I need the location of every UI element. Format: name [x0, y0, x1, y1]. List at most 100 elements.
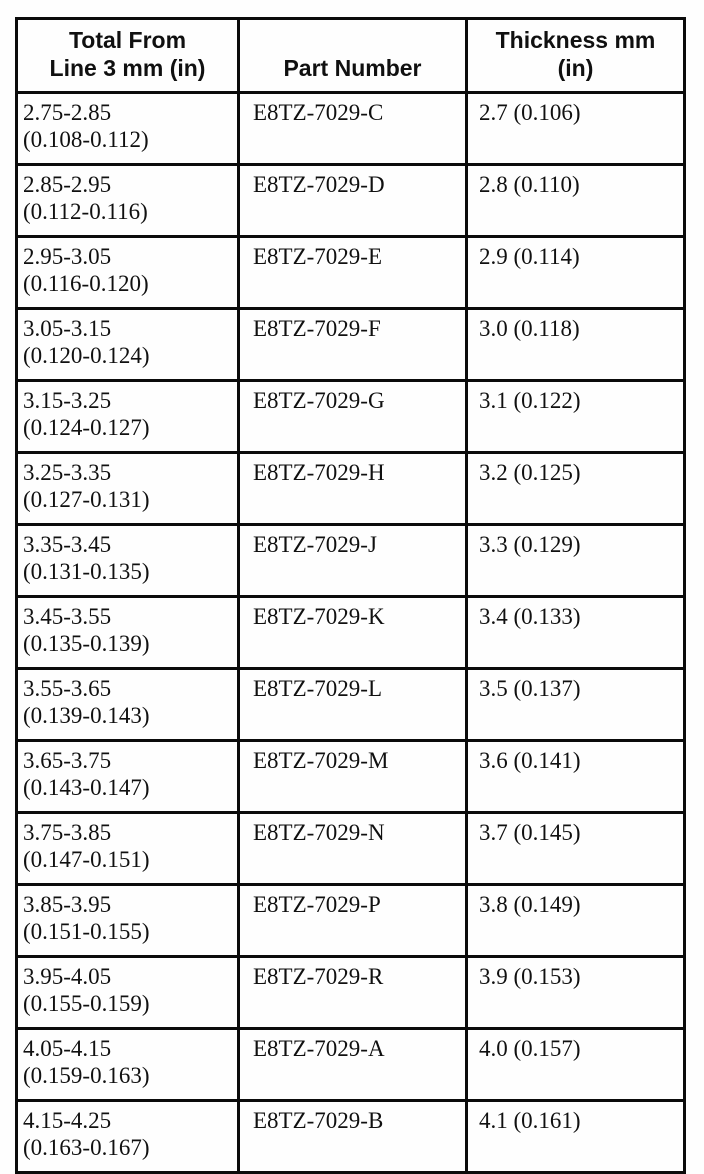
column-header-3: Thickness mm (in)	[465, 17, 686, 94]
range-in: (0.108-0.112)	[23, 127, 149, 152]
total-from-line3-cell: 4.05-4.15 (0.159-0.163)	[15, 1027, 240, 1102]
total-from-line3-cell: 4.15-4.25 (0.163-0.167)	[15, 1099, 240, 1174]
range-mm: 3.05-3.15	[23, 316, 112, 341]
column-header-1: Total From Line 3 mm (in)	[15, 17, 240, 94]
total-from-line3-cell: 3.45-3.55 (0.135-0.139)	[15, 595, 240, 670]
column-header-line: Thickness mm	[495, 27, 656, 53]
thickness-cell: 3.2 (0.125)	[465, 451, 686, 526]
range-in: (0.139-0.143)	[23, 703, 150, 728]
part-number-cell: E8TZ-7029-A	[237, 1027, 468, 1102]
thickness-cell: 3.5 (0.137)	[465, 667, 686, 742]
column-header-2: Part Number	[237, 17, 468, 94]
part-number-cell: E8TZ-7029-P	[237, 883, 468, 958]
thickness-cell: 2.8 (0.110)	[465, 163, 686, 238]
total-from-line3-cell: 2.95-3.05 (0.116-0.120)	[15, 235, 240, 310]
range-mm: 3.15-3.25	[23, 388, 112, 413]
range-mm: 3.85-3.95	[23, 892, 112, 917]
table-row: 3.65-3.75 (0.143-0.147) E8TZ-7029-M 3.6 (0.…	[15, 739, 686, 814]
range-in: (0.116-0.120)	[23, 271, 149, 296]
column-header-line: Line 3 mm (in)	[49, 55, 206, 81]
range-in: (0.159-0.163)	[23, 1063, 150, 1088]
range-in: (0.127-0.131)	[23, 487, 150, 512]
thickness-spec-table: Total From Line 3 mm (in) Part Number Thick…	[15, 17, 686, 1174]
total-from-line3-cell: 3.95-4.05 (0.155-0.159)	[15, 955, 240, 1030]
table-row: 4.05-4.15 (0.159-0.163) E8TZ-7029-A 4.0 (0.…	[15, 1027, 686, 1102]
range-in: (0.135-0.139)	[23, 631, 150, 656]
total-from-line3-cell: 3.05-3.15 (0.120-0.124)	[15, 307, 240, 382]
table-row: 3.95-4.05 (0.155-0.159) E8TZ-7029-R 3.9 (0.…	[15, 955, 686, 1030]
range-mm: 3.45-3.55	[23, 604, 112, 629]
part-number-cell: E8TZ-7029-D	[237, 163, 468, 238]
table-row: 3.75-3.85 (0.147-0.151) E8TZ-7029-N 3.7 (0.…	[15, 811, 686, 886]
part-number-cell: E8TZ-7029-M	[237, 739, 468, 814]
part-number-cell: E8TZ-7029-L	[237, 667, 468, 742]
range-mm: 3.55-3.65	[23, 676, 112, 701]
part-number-cell: E8TZ-7029-F	[237, 307, 468, 382]
table-row: 3.85-3.95 (0.151-0.155) E8TZ-7029-P 3.8 (0.…	[15, 883, 686, 958]
thickness-cell: 3.0 (0.118)	[465, 307, 686, 382]
range-mm: 3.95-4.05	[23, 964, 112, 989]
range-mm: 2.95-3.05	[23, 244, 112, 269]
thickness-cell: 3.1 (0.122)	[465, 379, 686, 454]
table-row: 3.45-3.55 (0.135-0.139) E8TZ-7029-K 3.4 (0.…	[15, 595, 686, 670]
range-mm: 4.05-4.15	[23, 1036, 112, 1061]
part-number-cell: E8TZ-7029-N	[237, 811, 468, 886]
thickness-cell: 3.6 (0.141)	[465, 739, 686, 814]
part-number-cell: E8TZ-7029-C	[237, 91, 468, 166]
column-header-line: Total From	[68, 27, 187, 53]
range-in: (0.124-0.127)	[23, 415, 150, 440]
range-in: (0.151-0.155)	[23, 919, 150, 944]
table-row: 3.15-3.25 (0.124-0.127) E8TZ-7029-G 3.1 (0.…	[15, 379, 686, 454]
table-row: 2.95-3.05 (0.116-0.120) E8TZ-7029-E 2.9 (0.…	[15, 235, 686, 310]
table-row: 2.75-2.85 (0.108-0.112) E8TZ-7029-C 2.7 (0.…	[15, 91, 686, 166]
thickness-cell: 4.0 (0.157)	[465, 1027, 686, 1102]
part-number-cell: E8TZ-7029-J	[237, 523, 468, 598]
part-number-cell: E8TZ-7029-K	[237, 595, 468, 670]
range-mm: 4.15-4.25	[23, 1108, 112, 1133]
part-number-cell: E8TZ-7029-E	[237, 235, 468, 310]
total-from-line3-cell: 3.25-3.35 (0.127-0.131)	[15, 451, 240, 526]
range-in: (0.163-0.167)	[23, 1135, 150, 1160]
range-mm: 3.35-3.45	[23, 532, 112, 557]
thickness-cell: 3.4 (0.133)	[465, 595, 686, 670]
column-header-line: (in)	[557, 55, 594, 81]
thickness-cell: 2.7 (0.106)	[465, 91, 686, 166]
range-mm: 2.85-2.95	[23, 172, 112, 197]
thickness-cell: 3.8 (0.149)	[465, 883, 686, 958]
range-in: (0.112-0.116)	[23, 199, 148, 224]
table-row: 3.25-3.35 (0.127-0.131) E8TZ-7029-H 3.2 (0.…	[15, 451, 686, 526]
thickness-cell: 3.9 (0.153)	[465, 955, 686, 1030]
range-in: (0.143-0.147)	[23, 775, 150, 800]
range-in: (0.120-0.124)	[23, 343, 150, 368]
table-header-row: Total From Line 3 mm (in) Part Number Thick…	[15, 17, 686, 94]
table-row: 3.55-3.65 (0.139-0.143) E8TZ-7029-L 3.5 (0.…	[15, 667, 686, 742]
range-in: (0.131-0.135)	[23, 559, 150, 584]
thickness-cell: 3.7 (0.145)	[465, 811, 686, 886]
range-mm: 2.75-2.85	[23, 100, 112, 125]
table-row: 4.15-4.25 (0.163-0.167) E8TZ-7029-B 4.1 (0.…	[15, 1099, 686, 1174]
range-mm: 3.75-3.85	[23, 820, 112, 845]
total-from-line3-cell: 3.55-3.65 (0.139-0.143)	[15, 667, 240, 742]
thickness-cell: 3.3 (0.129)	[465, 523, 686, 598]
thickness-cell: 4.1 (0.161)	[465, 1099, 686, 1174]
total-from-line3-cell: 3.15-3.25 (0.124-0.127)	[15, 379, 240, 454]
range-mm: 3.25-3.35	[23, 460, 112, 485]
total-from-line3-cell: 3.85-3.95 (0.151-0.155)	[15, 883, 240, 958]
part-number-cell: E8TZ-7029-R	[237, 955, 468, 1030]
range-in: (0.147-0.151)	[23, 847, 150, 872]
table-row: 3.35-3.45 (0.131-0.135) E8TZ-7029-J 3.3 (0.…	[15, 523, 686, 598]
part-number-cell: E8TZ-7029-B	[237, 1099, 468, 1174]
thickness-cell: 2.9 (0.114)	[465, 235, 686, 310]
table-row: 3.05-3.15 (0.120-0.124) E8TZ-7029-F 3.0 (0.…	[15, 307, 686, 382]
part-number-cell: E8TZ-7029-H	[237, 451, 468, 526]
total-from-line3-cell: 2.85-2.95 (0.112-0.116)	[15, 163, 240, 238]
column-header-line: Part Number	[283, 55, 422, 81]
total-from-line3-cell: 3.75-3.85 (0.147-0.151)	[15, 811, 240, 886]
total-from-line3-cell: 3.65-3.75 (0.143-0.147)	[15, 739, 240, 814]
range-mm: 3.65-3.75	[23, 748, 112, 773]
range-in: (0.155-0.159)	[23, 991, 150, 1016]
total-from-line3-cell: 2.75-2.85 (0.108-0.112)	[15, 91, 240, 166]
table-row: 2.85-2.95 (0.112-0.116) E8TZ-7029-D 2.8 (0.…	[15, 163, 686, 238]
total-from-line3-cell: 3.35-3.45 (0.131-0.135)	[15, 523, 240, 598]
